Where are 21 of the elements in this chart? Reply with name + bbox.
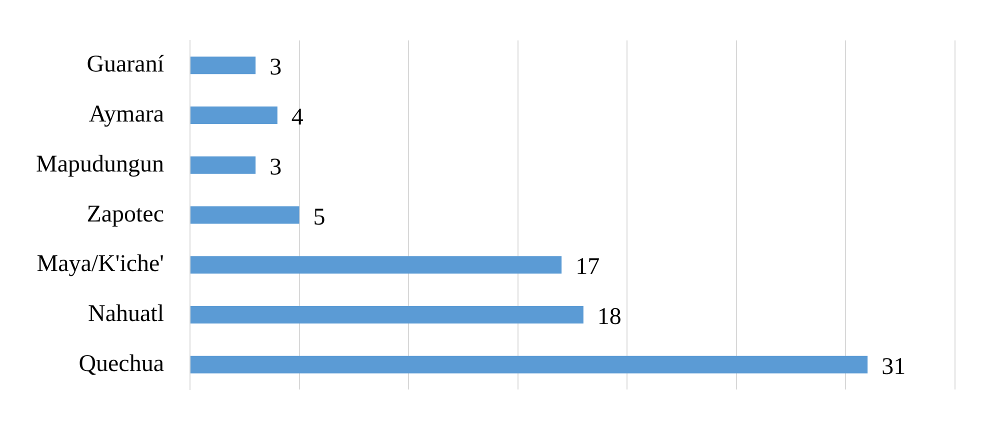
data-label: 3: [270, 54, 282, 81]
data-label: 18: [597, 304, 622, 330]
y-tick-label: Quechua: [78, 350, 164, 377]
bar: [190, 356, 868, 374]
data-label: 31: [882, 354, 906, 380]
y-tick-label: Aymara: [88, 102, 164, 128]
y-tick-label: Maya/K'iche': [36, 251, 164, 278]
data-label: 17: [576, 254, 600, 280]
bar: [190, 306, 584, 324]
data-label: 3: [270, 154, 282, 180]
data-label: 5: [313, 204, 326, 230]
bar: [190, 56, 256, 74]
bar: [190, 256, 562, 274]
y-tick-label: Mapudungun: [36, 151, 164, 178]
bar: [190, 106, 278, 124]
bar: [190, 156, 256, 174]
bar: [190, 206, 300, 224]
y-tick-label: Nahuatl: [88, 301, 164, 328]
data-label: 4: [291, 104, 304, 131]
y-tick-label: Zapotec: [86, 201, 164, 228]
y-tick-label: Guaraní: [86, 52, 164, 78]
